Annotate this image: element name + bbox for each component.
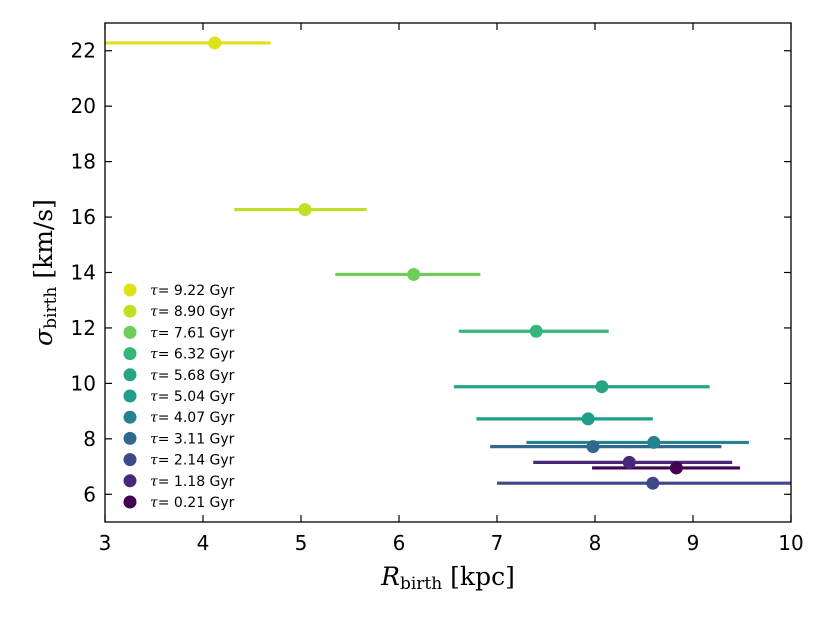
x-tick-label-3: 3	[99, 531, 112, 555]
plot-area	[105, 36, 791, 490]
y-tick-label-18: 18	[71, 150, 96, 174]
data-point-7.61	[407, 267, 421, 281]
legend-marker-5.68	[123, 368, 137, 382]
y-tick-label-6: 6	[83, 482, 96, 506]
x-tick-label-10: 10	[778, 531, 803, 555]
legend-marker-8.90	[123, 304, 137, 318]
data-point-0.21	[669, 461, 683, 475]
x-tick-label-5: 5	[295, 531, 308, 555]
data-point-9.22	[208, 36, 222, 50]
data-point-3.11	[586, 440, 600, 454]
data-point-4.07	[647, 435, 661, 449]
y-tick-label-10: 10	[71, 371, 96, 395]
data-point-8.90	[298, 203, 312, 217]
legend-label-5.68: τ= 5.68 Gyr	[150, 368, 235, 384]
legend-label-9.22: τ= 9.22 Gyr	[150, 283, 235, 299]
legend-marker-9.22	[123, 283, 137, 297]
legend-label-8.90: τ= 8.90 Gyr	[150, 304, 235, 320]
legend-marker-3.11	[123, 431, 137, 445]
legend-label-6.32: τ= 6.32 Gyr	[150, 347, 235, 363]
legend-marker-0.21	[123, 495, 137, 509]
legend-marker-5.04	[123, 389, 137, 403]
legend-marker-2.14	[123, 453, 137, 467]
data-point-2.14	[646, 476, 660, 490]
axis-labels: Rbirth [kpc] σbirth [km/s]	[29, 199, 515, 594]
data-point-6.32	[529, 324, 543, 338]
legend-label-2.14: τ= 2.14 Gyr	[150, 453, 235, 469]
x-tick-label-9: 9	[687, 531, 700, 555]
x-tick-label-8: 8	[589, 531, 602, 555]
y-tick-label-22: 22	[71, 39, 96, 63]
y-tick-label-20: 20	[71, 94, 96, 118]
legend-label-1.18: τ= 1.18 Gyr	[150, 474, 235, 490]
legend: τ= 9.22 Gyr τ= 8.90 Gyr τ= 7.61 Gyr τ= 6.32…	[123, 283, 235, 511]
legend-marker-6.32	[123, 347, 137, 361]
data-point-1.18	[622, 455, 636, 469]
x-tick-label-4: 4	[197, 531, 210, 555]
legend-marker-1.18	[123, 474, 137, 488]
y-axis-label: σbirth [km/s]	[29, 199, 61, 346]
y-tick-label-16: 16	[71, 205, 96, 229]
legend-label-5.04: τ= 5.04 Gyr	[150, 389, 235, 405]
x-tick-label-7: 7	[491, 531, 504, 555]
legend-label-7.61: τ= 7.61 Gyr	[150, 325, 235, 341]
y-tick-label-8: 8	[83, 427, 96, 451]
legend-label-4.07: τ= 4.07 Gyr	[150, 410, 235, 426]
legend-marker-7.61	[123, 325, 137, 339]
axes: 3 4 5 6 7 8 9 10 6 8 10 12 14 16 18 20 22	[71, 22, 804, 555]
legend-label-0.21: τ= 0.21 Gyr	[150, 495, 235, 511]
y-tick-label-14: 14	[71, 261, 96, 285]
data-point-5.04	[581, 412, 595, 426]
y-tick-label-12: 12	[71, 316, 96, 340]
legend-label-3.11: τ= 3.11 Gyr	[150, 431, 235, 447]
legend-marker-4.07	[123, 410, 137, 424]
x-tick-label-6: 6	[393, 531, 406, 555]
x-axis-label: Rbirth [kpc]	[380, 562, 515, 594]
data-point-5.68	[595, 380, 609, 394]
